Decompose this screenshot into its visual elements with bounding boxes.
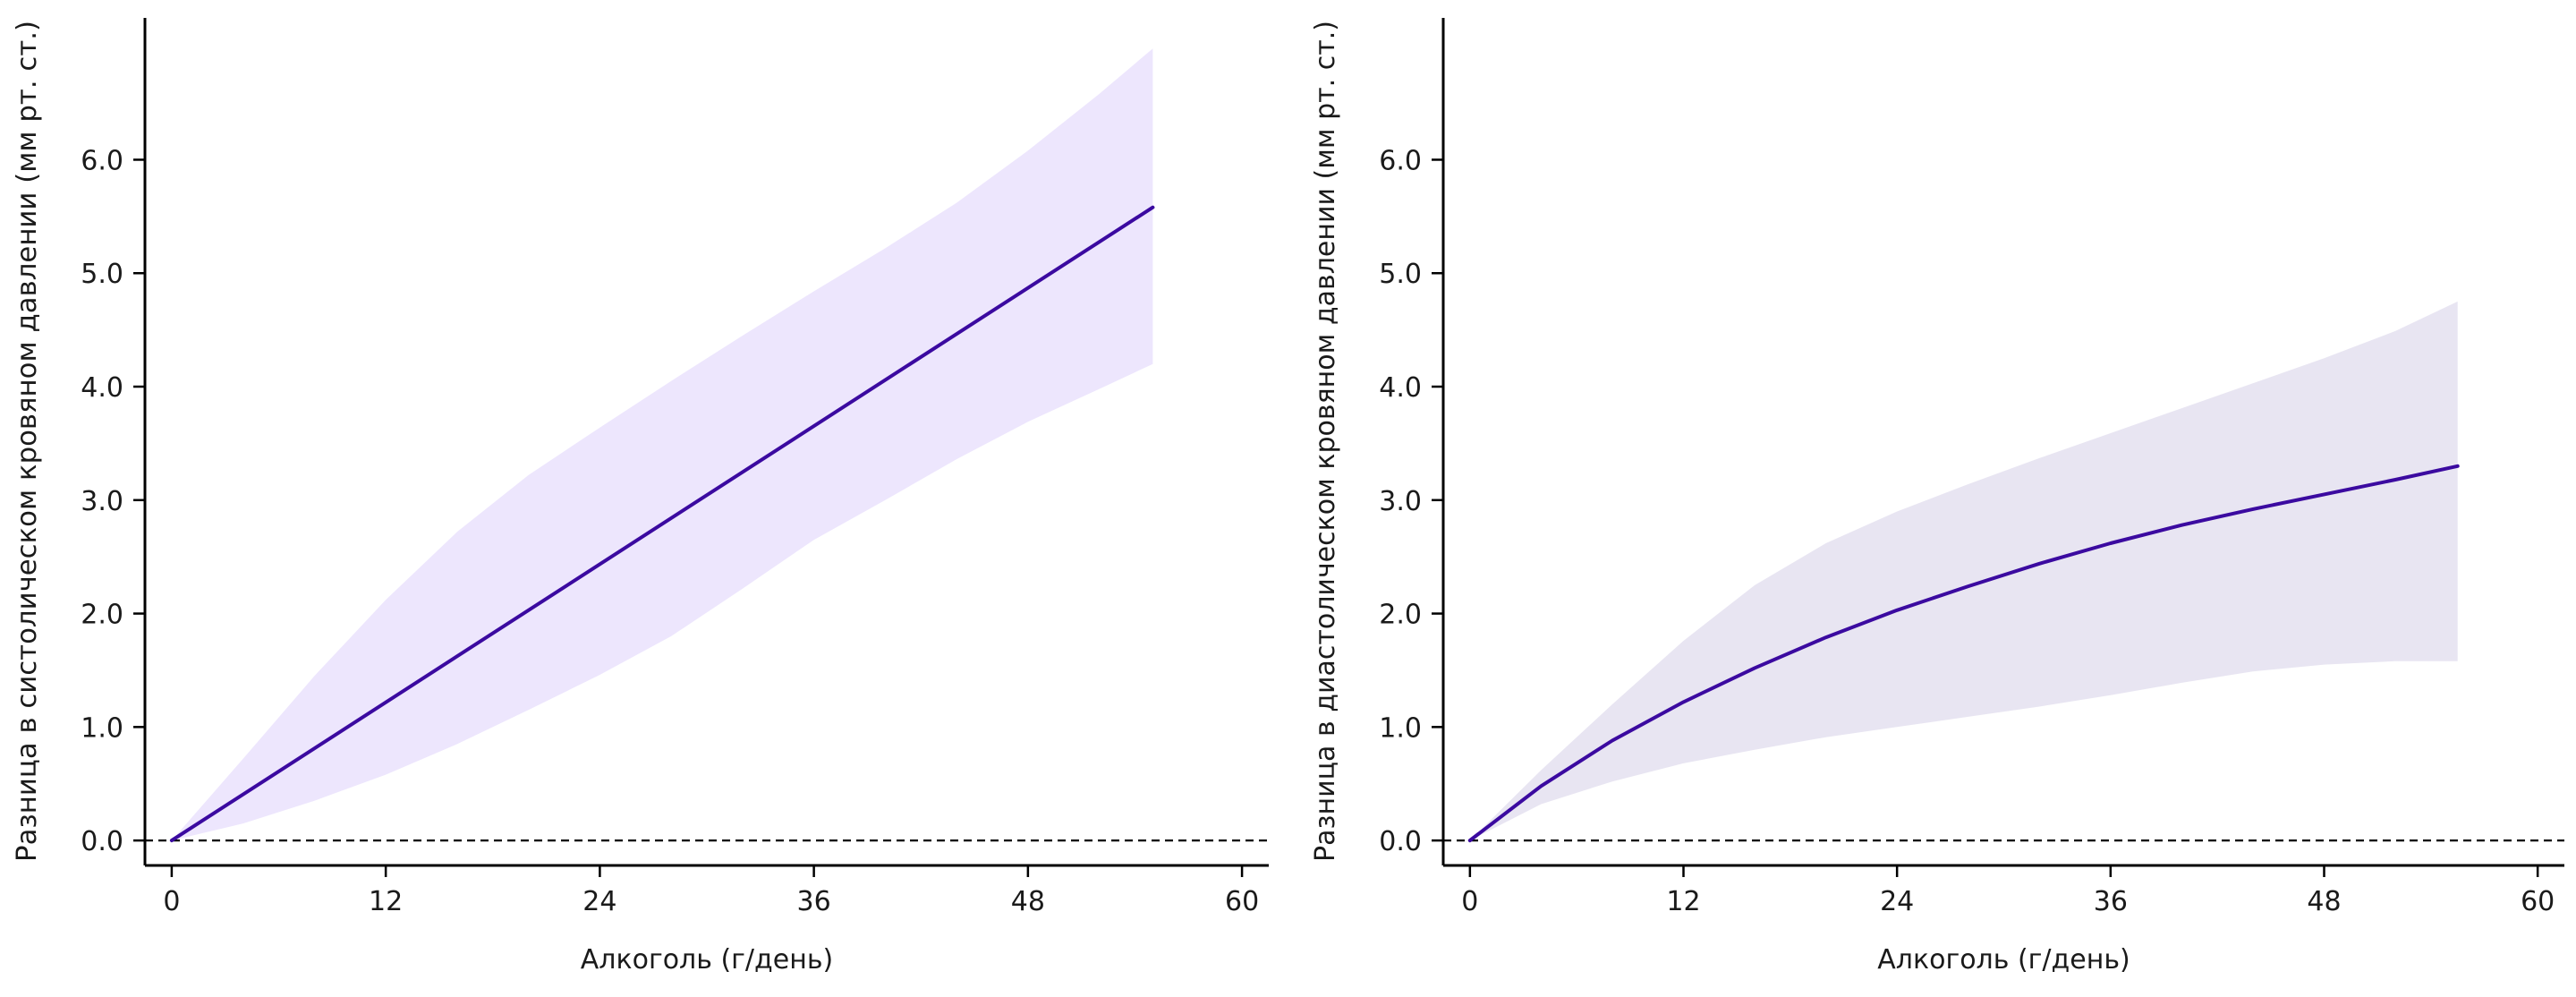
y-tick-label: 3.0 [1379,486,1422,517]
y-axis-label: Разница в систолическом кровяном давлени… [12,21,43,862]
y-tick-label: 2.0 [1379,600,1422,631]
x-tick-label: 24 [1880,886,1914,917]
x-axis-label: Алкоголь (г/день) [581,944,833,976]
x-tick-label: 12 [1666,886,1700,917]
x-axis-label: Алкоголь (г/день) [1877,944,2130,976]
y-tick-label: 0.0 [81,826,123,857]
y-tick-label: 2.0 [81,600,123,631]
x-tick-label: 24 [582,886,616,917]
y-tick-label: 4.0 [1379,372,1422,404]
y-tick-label: 4.0 [81,372,123,404]
confidence-band [171,48,1153,841]
x-tick-label: 0 [163,886,180,917]
confidence-band [1469,301,2458,841]
x-tick-label: 36 [2094,886,2128,917]
y-tick-label: 3.0 [81,486,123,517]
y-tick-label: 1.0 [1379,712,1422,744]
y-tick-label: 5.0 [1379,259,1422,290]
x-tick-label: 48 [1011,886,1045,917]
chart-panel-2: 0 12 24 36 48 60 0.0 1.0 2.0 3.0 4.0 5.0 6.0 Алкоголь… [1310,18,2564,976]
chart-panel-1: 0 12 24 36 48 60 0.0 1.0 2.0 3.0 4.0 5.0 6.0 Алкоголь… [12,18,1269,976]
y-tick-label: 6.0 [81,145,123,176]
series-line-1 [1467,464,2460,843]
x-tick-label: 60 [2521,886,2555,917]
x-tick-label: 48 [2307,886,2341,917]
x-tick-label: 60 [1225,886,1259,917]
y-tick-label: 0.0 [1379,826,1422,857]
y-tick-label: 5.0 [81,259,123,290]
x-tick-label: 0 [1461,886,1478,917]
y-axis-label: Разница в диастолическом кровяном давлен… [1310,21,1341,862]
series-line-1 [169,205,1155,843]
x-tick-label: 36 [797,886,831,917]
x-tick-label: 12 [369,886,403,917]
y-tick-label: 1.0 [81,712,123,744]
y-tick-label: 6.0 [1379,145,1422,176]
